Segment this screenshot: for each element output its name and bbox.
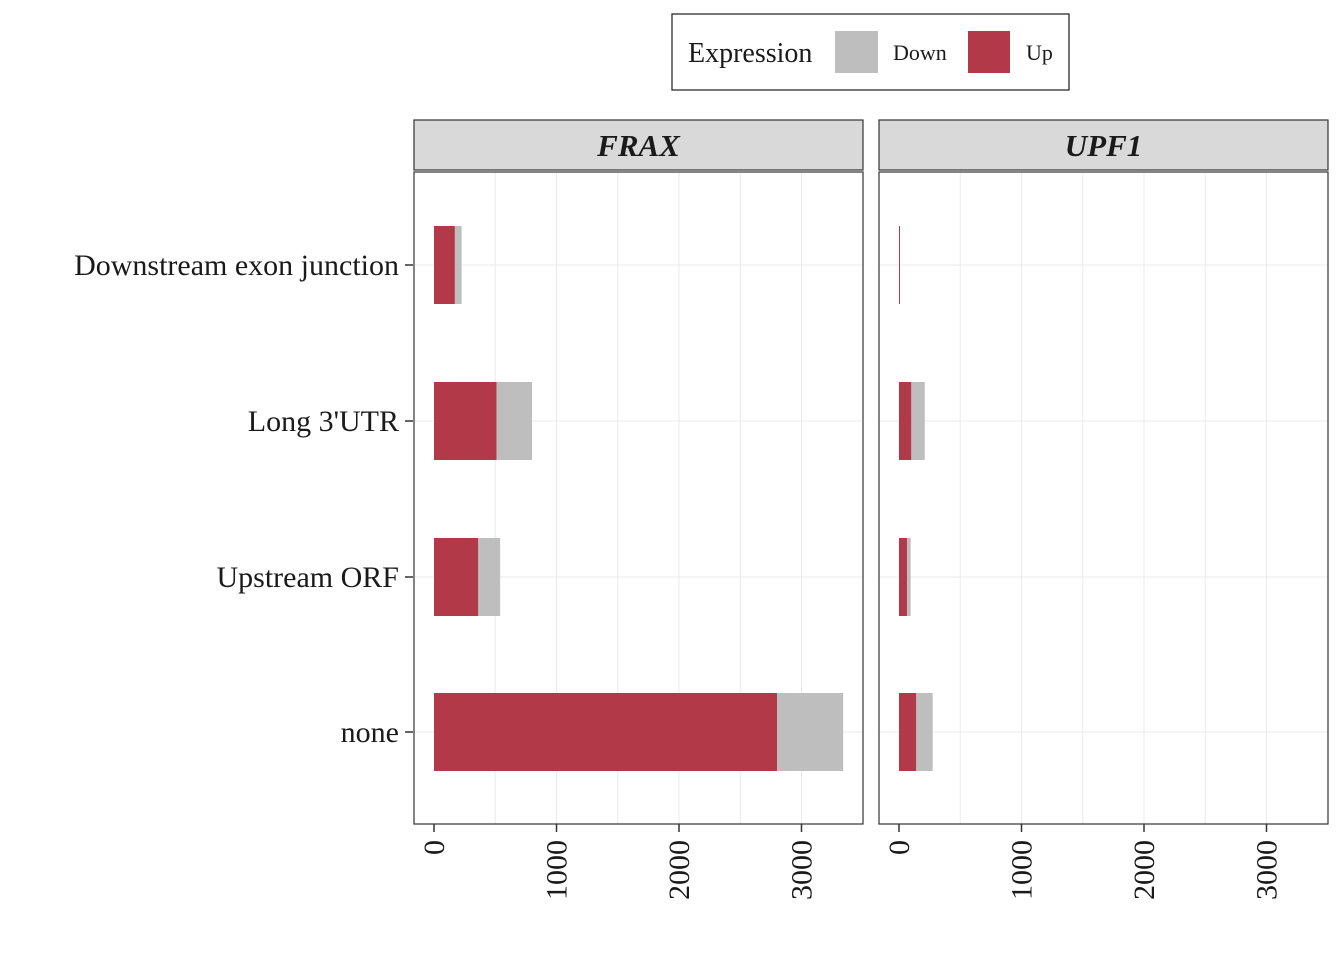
x-tick-label-0-frax: 0 (418, 840, 451, 855)
y-tick-label-3: none (341, 716, 399, 749)
legend-title: Expression (688, 38, 812, 69)
legend-label-up: Up (1026, 40, 1053, 65)
facet-title-upf1: UPF1 (1065, 128, 1143, 163)
x-tick-label-1000-upf1: 1000 (1006, 840, 1039, 900)
bar-down-0-frax (455, 226, 462, 304)
bar-down-1-upf1 (911, 382, 924, 460)
x-tick-label-3000-upf1: 3000 (1251, 840, 1284, 900)
bar-down-1-frax (496, 382, 532, 460)
facet-panel-upf1: UPF1 0 1000 2000 3000 (879, 120, 1328, 900)
x-tick-label-3000-frax: 3000 (786, 840, 819, 900)
bar-up-2-frax (434, 538, 478, 616)
legend: Expression Down Up (672, 14, 1069, 90)
bar-down-2-frax (478, 538, 500, 616)
x-tick-label-0-upf1: 0 (883, 840, 916, 855)
legend-key-up (968, 31, 1010, 73)
facet-title-frax: FRAX (596, 128, 681, 163)
bar-down-3-upf1 (916, 693, 933, 771)
facet-panel-frax: FRAX 0 1000 2000 3000 (414, 120, 863, 900)
y-tick-label-0: Downstream exon junction (74, 249, 399, 282)
y-tick-label-2: Upstream ORF (217, 561, 400, 594)
x-axis-frax: 0 1000 2000 3000 (418, 824, 819, 900)
bar-down-3-frax (777, 693, 843, 771)
y-tick-label-1: Long 3'UTR (248, 405, 399, 438)
bar-up-3-frax (434, 693, 777, 771)
bar-up-2-upf1 (899, 538, 907, 616)
legend-label-down: Down (893, 40, 947, 65)
x-tick-label-2000-upf1: 2000 (1128, 840, 1161, 900)
y-axis: Downstream exon junction Long 3'UTR Upstre… (74, 249, 413, 749)
panel-background-upf1 (879, 172, 1328, 824)
legend-key-down (835, 31, 878, 73)
bar-up-0-upf1 (899, 226, 900, 304)
x-axis-upf1: 0 1000 2000 3000 (883, 824, 1284, 900)
bar-up-3-upf1 (899, 693, 916, 771)
bar-down-2-upf1 (907, 538, 911, 616)
bar-up-1-upf1 (899, 382, 911, 460)
bar-up-1-frax (434, 382, 496, 460)
bar-up-0-frax (434, 226, 455, 304)
x-tick-label-1000-frax: 1000 (541, 840, 574, 900)
x-tick-label-2000-frax: 2000 (663, 840, 696, 900)
